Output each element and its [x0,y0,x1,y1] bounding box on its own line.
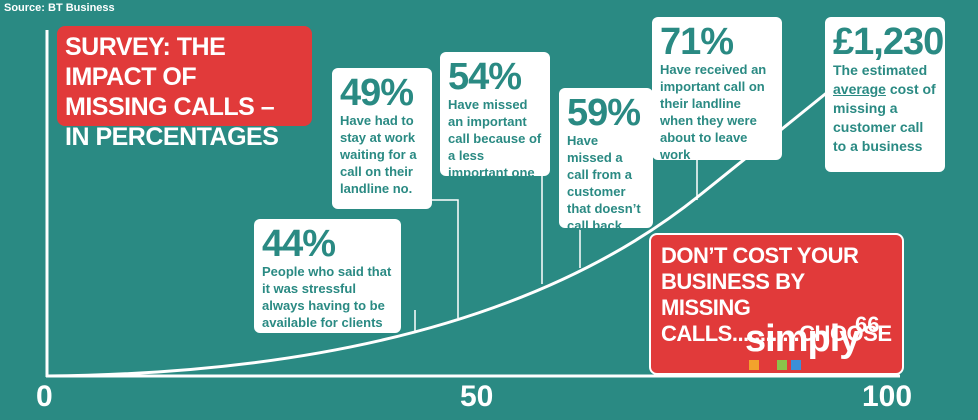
stat-card-71: 71% Have received an important call on t… [652,17,782,162]
simply66-logo: simply 66 [745,312,895,370]
stat-value: 71% [660,21,734,63]
leader-line-49 [426,199,459,318]
stat-card-54: 54% Have missed an important call becaus… [440,52,550,180]
stat-value: 54% [448,56,522,98]
cost-amount: £1,230 [833,21,944,63]
stat-description: Have received an important call on their… [660,62,767,162]
stat-value: 44% [262,223,336,265]
logo-number: 66 [855,312,880,337]
x-tick-0: 0 [36,380,53,413]
stat-description: Have missed an important call because of… [448,97,542,180]
logo-square-orange [749,360,759,370]
stat-description: People who said that it was stressful al… [262,264,392,330]
stat-description: Have had to stay at work waiting for a c… [340,113,417,196]
x-tick-100: 100 [862,380,913,413]
stat-card-44: 44% People who said that it was stressfu… [254,219,401,333]
cost-text-end: cost of missing a customer call to a bus… [833,81,936,154]
logo-square-green [777,360,787,370]
call-to-action-box: DON’T COST YOUR BUSINESS BY MISSING CALL… [649,233,904,375]
stat-value: 49% [340,72,414,114]
logo-square-red [763,360,773,370]
cost-text-start: The estimated [833,62,928,78]
logo-square-blue [791,360,801,370]
x-tick-50: 50 [460,380,494,413]
stat-description: Have missed a call from a customer that … [567,133,641,233]
stat-value: 59% [567,92,641,134]
logo-word: simply [745,318,860,360]
survey-title: SURVEY: THE IMPACT OF MISSING CALLS – IN… [57,26,312,151]
stat-card-49: 49% Have had to stay at work waiting for… [332,68,432,209]
cost-text-emphasis: average [833,81,886,97]
stat-card-59: 59% Have missed a call from a customer t… [559,88,653,233]
source-credit: Source: BT Business [4,2,115,14]
cost-card: £1,230 The estimated average cost of mis… [825,17,945,172]
cta-text: DON’T COST YOUR BUSINESS BY MISSING CALL… [661,243,892,346]
